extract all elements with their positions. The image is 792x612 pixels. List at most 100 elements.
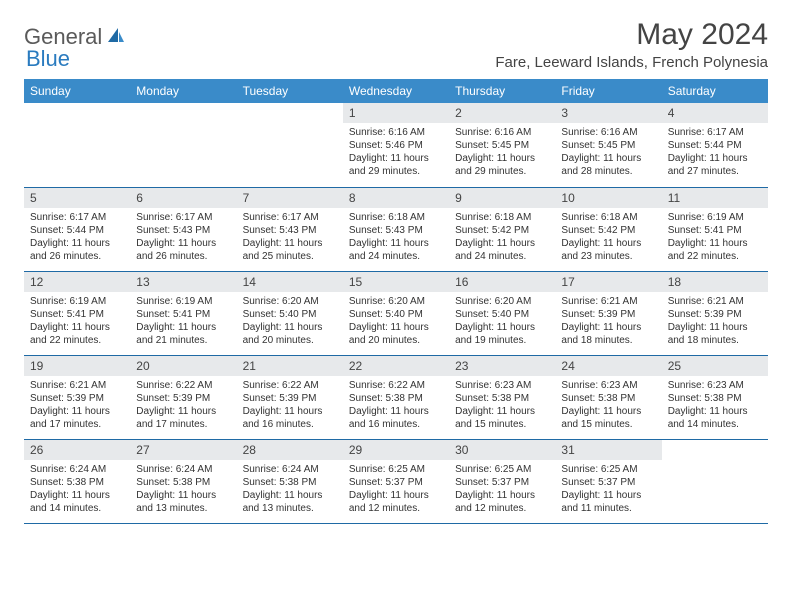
- sunset-line: Sunset: 5:45 PM: [561, 139, 655, 152]
- day-number: 22: [343, 356, 449, 376]
- day-cell: 28Sunrise: 6:24 AMSunset: 5:38 PMDayligh…: [237, 439, 343, 523]
- day-number: 13: [130, 272, 236, 292]
- day-details: Sunrise: 6:20 AMSunset: 5:40 PMDaylight:…: [343, 292, 449, 351]
- day-details: Sunrise: 6:25 AMSunset: 5:37 PMDaylight:…: [555, 460, 661, 519]
- sunset-line: Sunset: 5:41 PM: [136, 308, 230, 321]
- day-number: 9: [449, 188, 555, 208]
- sunset-line: Sunset: 5:37 PM: [349, 476, 443, 489]
- sunset-line: Sunset: 5:39 PM: [30, 392, 124, 405]
- day-number: 10: [555, 188, 661, 208]
- day-number: 11: [662, 188, 768, 208]
- sunrise-line: Sunrise: 6:18 AM: [561, 211, 655, 224]
- day-details: Sunrise: 6:19 AMSunset: 5:41 PMDaylight:…: [24, 292, 130, 351]
- day-number: 3: [555, 103, 661, 123]
- daylight-line: Daylight: 11 hours and 24 minutes.: [349, 237, 443, 263]
- day-details: Sunrise: 6:23 AMSunset: 5:38 PMDaylight:…: [662, 376, 768, 435]
- sunrise-line: Sunrise: 6:20 AM: [455, 295, 549, 308]
- day-cell: 22Sunrise: 6:22 AMSunset: 5:38 PMDayligh…: [343, 355, 449, 439]
- daylight-line: Daylight: 11 hours and 20 minutes.: [243, 321, 337, 347]
- dayhead-sun: Sunday: [24, 79, 130, 103]
- day-details: Sunrise: 6:18 AMSunset: 5:42 PMDaylight:…: [555, 208, 661, 267]
- day-number: 20: [130, 356, 236, 376]
- day-cell: [237, 103, 343, 187]
- sunset-line: Sunset: 5:38 PM: [349, 392, 443, 405]
- day-number: 4: [662, 103, 768, 123]
- sunset-line: Sunset: 5:40 PM: [455, 308, 549, 321]
- day-details: Sunrise: 6:22 AMSunset: 5:38 PMDaylight:…: [343, 376, 449, 435]
- day-details: Sunrise: 6:24 AMSunset: 5:38 PMDaylight:…: [130, 460, 236, 519]
- sunrise-line: Sunrise: 6:16 AM: [561, 126, 655, 139]
- daylight-line: Daylight: 11 hours and 19 minutes.: [455, 321, 549, 347]
- daylight-line: Daylight: 11 hours and 11 minutes.: [561, 489, 655, 515]
- sunset-line: Sunset: 5:45 PM: [455, 139, 549, 152]
- sunrise-line: Sunrise: 6:19 AM: [668, 211, 762, 224]
- sunrise-line: Sunrise: 6:24 AM: [243, 463, 337, 476]
- day-number: 15: [343, 272, 449, 292]
- day-cell: 26Sunrise: 6:24 AMSunset: 5:38 PMDayligh…: [24, 439, 130, 523]
- sunset-line: Sunset: 5:39 PM: [243, 392, 337, 405]
- day-number: 26: [24, 440, 130, 460]
- day-details: Sunrise: 6:24 AMSunset: 5:38 PMDaylight:…: [237, 460, 343, 519]
- sunrise-line: Sunrise: 6:20 AM: [349, 295, 443, 308]
- daylight-line: Daylight: 11 hours and 24 minutes.: [455, 237, 549, 263]
- week-row: 1Sunrise: 6:16 AMSunset: 5:46 PMDaylight…: [24, 103, 768, 187]
- day-cell: 25Sunrise: 6:23 AMSunset: 5:38 PMDayligh…: [662, 355, 768, 439]
- title-block: May 2024 Fare, Leeward Islands, French P…: [495, 18, 768, 71]
- daylight-line: Daylight: 11 hours and 21 minutes.: [136, 321, 230, 347]
- sunrise-line: Sunrise: 6:19 AM: [136, 295, 230, 308]
- day-number: 6: [130, 188, 236, 208]
- daylight-line: Daylight: 11 hours and 16 minutes.: [349, 405, 443, 431]
- daylight-line: Daylight: 11 hours and 17 minutes.: [30, 405, 124, 431]
- day-cell: 6Sunrise: 6:17 AMSunset: 5:43 PMDaylight…: [130, 187, 236, 271]
- sunrise-line: Sunrise: 6:17 AM: [668, 126, 762, 139]
- sunset-line: Sunset: 5:44 PM: [30, 224, 124, 237]
- sunset-line: Sunset: 5:43 PM: [349, 224, 443, 237]
- dayhead-fri: Friday: [555, 79, 661, 103]
- day-details: Sunrise: 6:18 AMSunset: 5:43 PMDaylight:…: [343, 208, 449, 267]
- page-header: General May 2024 Fare, Leeward Islands, …: [24, 18, 768, 71]
- sunset-line: Sunset: 5:40 PM: [243, 308, 337, 321]
- daylight-line: Daylight: 11 hours and 28 minutes.: [561, 152, 655, 178]
- daylight-line: Daylight: 11 hours and 18 minutes.: [561, 321, 655, 347]
- sunrise-line: Sunrise: 6:22 AM: [243, 379, 337, 392]
- sunset-line: Sunset: 5:39 PM: [561, 308, 655, 321]
- sunset-line: Sunset: 5:39 PM: [668, 308, 762, 321]
- sunrise-line: Sunrise: 6:17 AM: [30, 211, 124, 224]
- day-cell: 18Sunrise: 6:21 AMSunset: 5:39 PMDayligh…: [662, 271, 768, 355]
- day-details: Sunrise: 6:22 AMSunset: 5:39 PMDaylight:…: [237, 376, 343, 435]
- day-cell: 20Sunrise: 6:22 AMSunset: 5:39 PMDayligh…: [130, 355, 236, 439]
- day-cell: [130, 103, 236, 187]
- sunrise-line: Sunrise: 6:17 AM: [136, 211, 230, 224]
- brand-part2: Blue: [26, 46, 70, 71]
- dayhead-mon: Monday: [130, 79, 236, 103]
- day-details: Sunrise: 6:19 AMSunset: 5:41 PMDaylight:…: [662, 208, 768, 267]
- day-details: Sunrise: 6:19 AMSunset: 5:41 PMDaylight:…: [130, 292, 236, 351]
- sunset-line: Sunset: 5:44 PM: [668, 139, 762, 152]
- daylight-line: Daylight: 11 hours and 15 minutes.: [561, 405, 655, 431]
- sunset-line: Sunset: 5:43 PM: [243, 224, 337, 237]
- day-cell: 4Sunrise: 6:17 AMSunset: 5:44 PMDaylight…: [662, 103, 768, 187]
- sunrise-line: Sunrise: 6:21 AM: [30, 379, 124, 392]
- daylight-line: Daylight: 11 hours and 18 minutes.: [668, 321, 762, 347]
- daylight-line: Daylight: 11 hours and 29 minutes.: [455, 152, 549, 178]
- daylight-line: Daylight: 11 hours and 14 minutes.: [30, 489, 124, 515]
- daylight-line: Daylight: 11 hours and 22 minutes.: [30, 321, 124, 347]
- sunset-line: Sunset: 5:40 PM: [349, 308, 443, 321]
- week-row: 12Sunrise: 6:19 AMSunset: 5:41 PMDayligh…: [24, 271, 768, 355]
- day-cell: 12Sunrise: 6:19 AMSunset: 5:41 PMDayligh…: [24, 271, 130, 355]
- sunrise-line: Sunrise: 6:24 AM: [136, 463, 230, 476]
- daylight-line: Daylight: 11 hours and 12 minutes.: [455, 489, 549, 515]
- day-number: 21: [237, 356, 343, 376]
- sunset-line: Sunset: 5:41 PM: [30, 308, 124, 321]
- day-cell: 8Sunrise: 6:18 AMSunset: 5:43 PMDaylight…: [343, 187, 449, 271]
- sunset-line: Sunset: 5:41 PM: [668, 224, 762, 237]
- day-cell: 3 Sunrise: 6:16 AMSunset: 5:45 PMDaylight…: [555, 103, 661, 187]
- daylight-line: Daylight: 11 hours and 25 minutes.: [243, 237, 337, 263]
- day-details: Sunrise: 6:16 AMSunset: 5:46 PMDaylight:…: [343, 123, 449, 182]
- day-details: Sunrise: 6:17 AMSunset: 5:43 PMDaylight:…: [130, 208, 236, 267]
- day-details: Sunrise: 6:21 AMSunset: 5:39 PMDaylight:…: [24, 376, 130, 435]
- day-cell: 21Sunrise: 6:22 AMSunset: 5:39 PMDayligh…: [237, 355, 343, 439]
- day-cell: 14Sunrise: 6:20 AMSunset: 5:40 PMDayligh…: [237, 271, 343, 355]
- day-number: 27: [130, 440, 236, 460]
- day-details: Sunrise: 6:25 AMSunset: 5:37 PMDaylight:…: [343, 460, 449, 519]
